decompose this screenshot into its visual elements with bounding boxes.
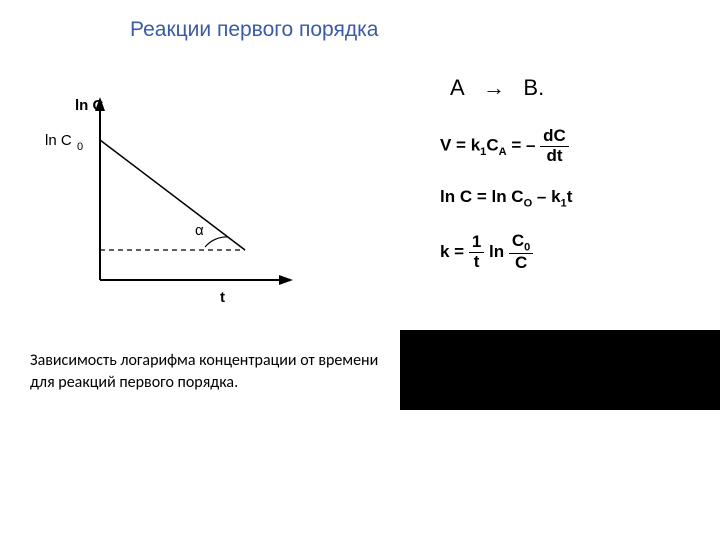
rate-mid: C bbox=[486, 136, 498, 155]
reaction-A: A bbox=[450, 75, 465, 100]
rate-eq: = – bbox=[507, 136, 541, 155]
eq-integrated: ln C = ln CO – k1t bbox=[440, 187, 700, 209]
k-mid: ln bbox=[484, 242, 509, 261]
k-f2-den: C bbox=[509, 254, 533, 273]
black-box bbox=[400, 330, 720, 410]
graph-caption: Зависимость логарифма концентрации от вр… bbox=[30, 350, 380, 393]
rate-lhs: V = k bbox=[440, 136, 480, 155]
reaction-B: B bbox=[523, 75, 538, 100]
equations-block: A → B. V = k1CA = – dCdt ln C = ln CO – … bbox=[440, 75, 700, 295]
rate-frac-den: dt bbox=[540, 147, 569, 166]
svg-text:ln C: ln C bbox=[75, 97, 103, 114]
eq-reaction: A → B. bbox=[450, 75, 700, 101]
svg-text:t: t bbox=[220, 289, 225, 306]
k-f2-num-sub: 0 bbox=[524, 241, 530, 253]
rate-frac-num: dC bbox=[540, 127, 569, 147]
int-t3: t bbox=[567, 187, 573, 206]
svg-text:ln C: ln C bbox=[45, 132, 72, 149]
svg-text:α: α bbox=[195, 222, 204, 239]
slide-title: Реакции первого порядка bbox=[130, 18, 378, 42]
k-f1-den: t bbox=[469, 253, 484, 272]
graph: ln C ln C 0 α t bbox=[30, 85, 330, 315]
eq-rate: V = k1CA = – dCdt bbox=[440, 127, 700, 165]
reaction-dot: . bbox=[538, 75, 544, 100]
k-frac1: 1t bbox=[469, 233, 484, 271]
k-f1-num: 1 bbox=[469, 233, 484, 253]
int-t1: ln C = ln C bbox=[440, 187, 524, 206]
k-f2-num: C0 bbox=[509, 232, 533, 255]
svg-text:0: 0 bbox=[77, 141, 83, 153]
rate-subA: A bbox=[499, 146, 507, 158]
rate-frac: dCdt bbox=[540, 127, 569, 165]
k-f2-num-a: C bbox=[512, 231, 524, 250]
int-sub1: O bbox=[524, 198, 533, 210]
eq-k: k = 1t ln C0C bbox=[440, 232, 700, 273]
k-frac2: C0C bbox=[509, 232, 533, 273]
k-lhs: k = bbox=[440, 242, 469, 261]
int-t2: – k bbox=[532, 187, 560, 206]
arrow-icon: → bbox=[483, 75, 505, 100]
